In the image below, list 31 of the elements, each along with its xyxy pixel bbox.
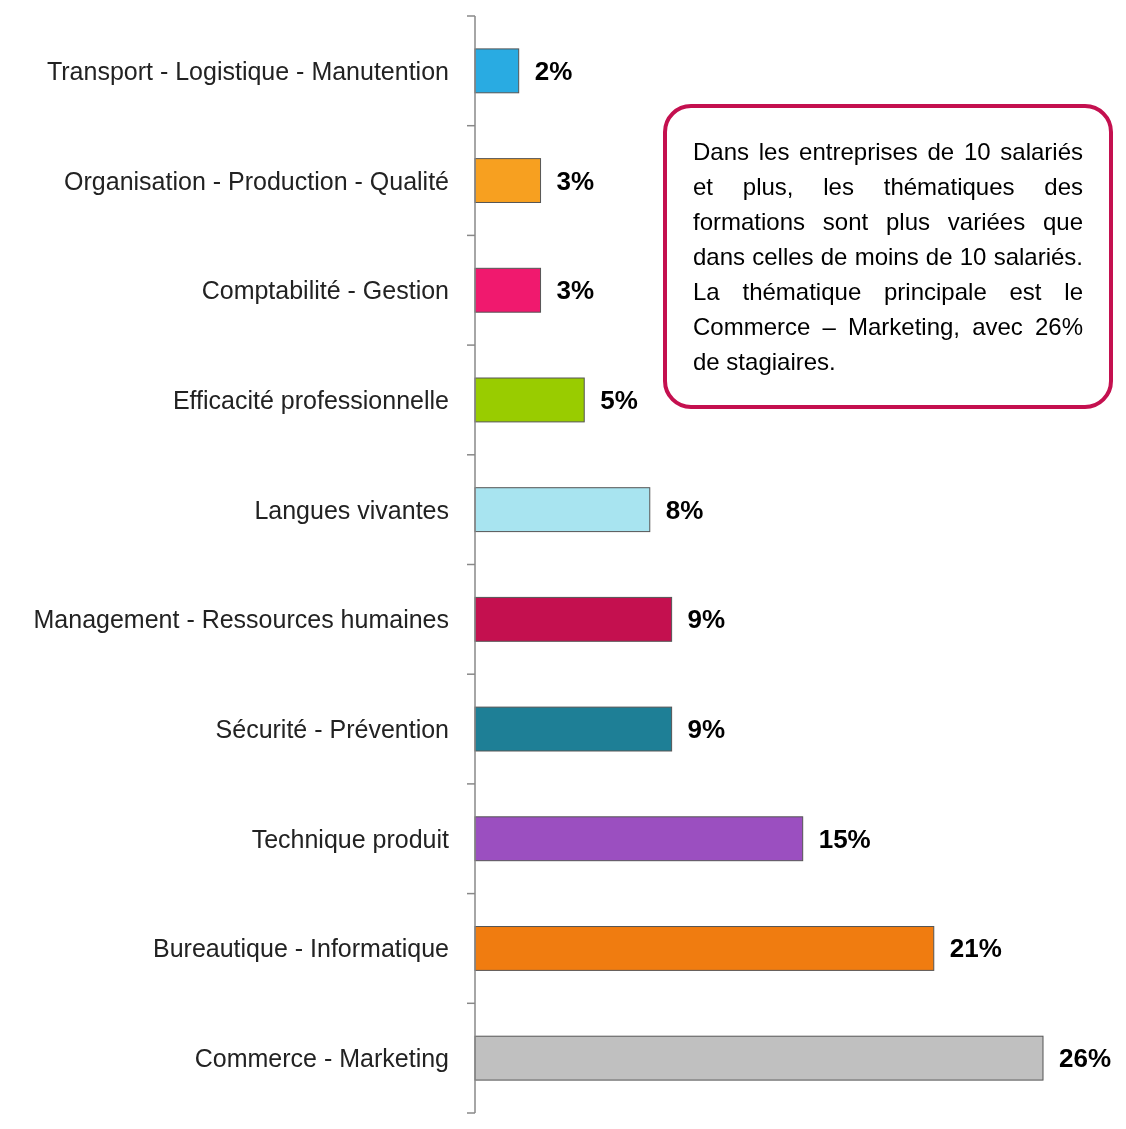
y-tick-label: Efficacité professionnelle xyxy=(172,385,449,414)
data-label: 8% xyxy=(665,494,704,525)
y-tick-label: Sécurité - Prévention xyxy=(215,715,449,744)
data-label: 21% xyxy=(949,933,1002,964)
y-tick-label: Comptabilité - Gestion xyxy=(201,276,449,305)
data-label: 9% xyxy=(687,604,726,635)
bar xyxy=(474,596,673,642)
bar xyxy=(474,816,804,862)
data-label: 9% xyxy=(687,714,726,745)
y-tick-label: Commerce - Marketing xyxy=(194,1044,449,1073)
callout-frame: Dans les entreprises de 10 salariés et plus, les thématiques des formations sont plus variées que dans celles de moins de 10 salariés. La thématique principale est le Commerce – Marketing, avec 26% de stagiaires. xyxy=(663,104,1113,409)
bar xyxy=(474,1035,1044,1081)
bar xyxy=(474,48,520,94)
y-tick-label: Transport - Logistique - Manutention xyxy=(46,56,449,85)
bar xyxy=(474,487,651,533)
bar xyxy=(474,926,935,971)
data-label: 5% xyxy=(600,384,638,415)
data-label: 3% xyxy=(556,165,595,196)
bar xyxy=(474,377,585,423)
data-label: 2% xyxy=(534,55,573,86)
y-tick-label: Organisation - Production - Qualité xyxy=(64,166,449,195)
data-label: 15% xyxy=(818,823,871,854)
y-tick-label: Langues vivantes xyxy=(254,495,449,524)
bar xyxy=(474,158,542,203)
y-tick-label: Management - Ressources humaines xyxy=(33,605,449,634)
data-label: 3% xyxy=(556,275,595,306)
bar xyxy=(474,706,673,752)
y-tick-label: Bureautique - Informatique xyxy=(152,934,449,963)
bar xyxy=(474,267,542,313)
y-tick-label: Technique produit xyxy=(251,824,450,853)
data-label: 26% xyxy=(1059,1043,1112,1074)
